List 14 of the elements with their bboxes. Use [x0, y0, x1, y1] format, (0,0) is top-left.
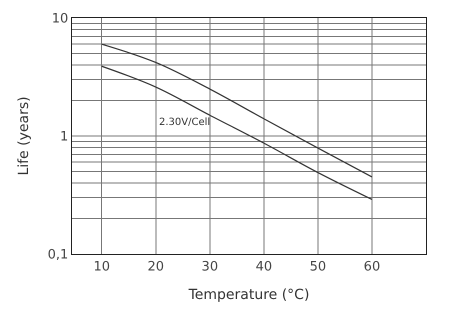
- x-tick-label: 50: [310, 260, 326, 275]
- line-series: [101, 44, 373, 178]
- x-axis-title: Temperature (°C): [188, 287, 310, 303]
- x-tick-label: 30: [202, 260, 218, 275]
- line-series: [101, 66, 373, 200]
- y-tick-label: 0,1: [48, 248, 68, 263]
- x-tick-label: 40: [256, 260, 272, 275]
- y-tick-label: 1: [60, 130, 68, 145]
- x-tick-label: 10: [93, 260, 110, 275]
- y-tick-label: 10: [52, 12, 68, 27]
- annotation: 2.30V/Cell: [159, 117, 210, 128]
- x-tick-label: 20: [147, 260, 164, 275]
- x-tick-label: 60: [364, 260, 380, 275]
- y-axis-title: Life (years): [16, 96, 32, 176]
